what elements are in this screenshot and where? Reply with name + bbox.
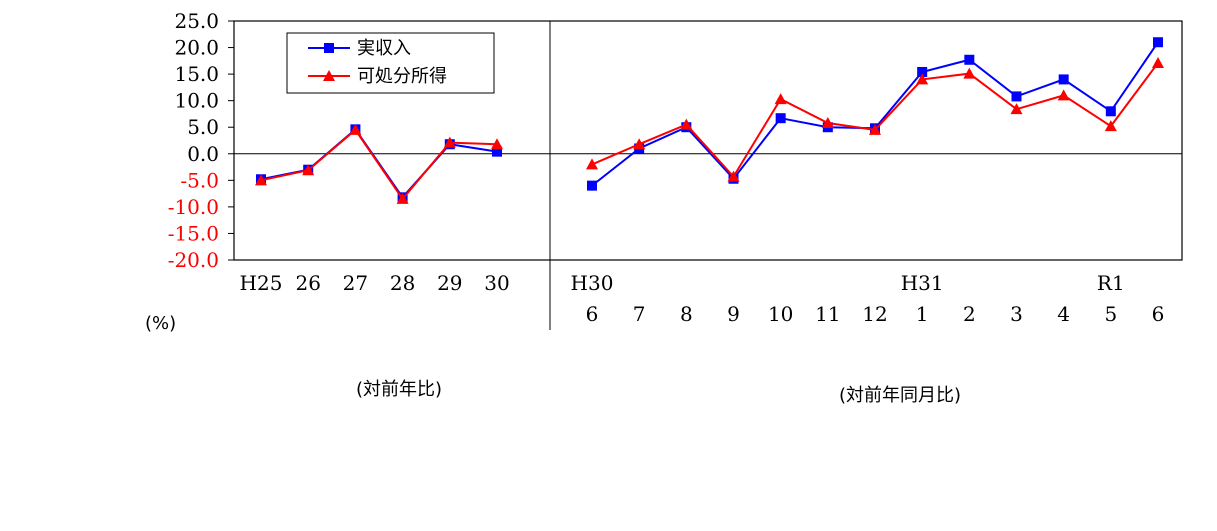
x-tick-label: 3: [1010, 302, 1023, 326]
data-point-disposable: [302, 164, 315, 176]
panel-caption: (対前年比): [356, 379, 442, 400]
data-point-disposable: [443, 136, 456, 148]
data-point-disposable: [1010, 103, 1023, 115]
series-line-income: [591, 41, 1159, 187]
x-group-label: H30: [571, 271, 614, 295]
data-point-income: [964, 54, 975, 65]
data-point-disposable: [774, 93, 787, 105]
series-line-disposable: [591, 62, 1159, 179]
x-tick-label: 12: [862, 302, 887, 326]
panel-caption: (対前年同月比): [839, 385, 961, 406]
data-point-disposable: [491, 138, 503, 150]
x-tick-label: 7: [633, 302, 646, 326]
legend-marker-triangle: [323, 70, 335, 81]
x-tick-label: 26: [295, 271, 320, 295]
y-unit-label: (%): [145, 313, 176, 334]
plot-area-frame: [233, 20, 1183, 261]
data-point-income: [917, 66, 928, 77]
y-tick-label: -5.0: [180, 168, 219, 192]
data-point-disposable: [727, 170, 740, 182]
y-tick-label: 25.0: [174, 9, 219, 33]
data-point-income: [492, 146, 502, 157]
x-tick-label: 30: [484, 271, 509, 295]
x-tick-label: H25: [240, 271, 283, 295]
data-point-disposable: [396, 192, 409, 204]
y-tick-label: -15.0: [168, 221, 219, 245]
data-point-disposable: [821, 116, 834, 128]
y-tick-label: -20.0: [168, 248, 219, 272]
x-tick-label: 28: [390, 271, 415, 295]
x-tick-label: 8: [680, 302, 693, 326]
y-tick-label: 20.0: [174, 36, 219, 60]
x-tick-label: 5: [1104, 302, 1117, 326]
data-point-disposable: [1057, 89, 1070, 101]
data-point-disposable: [916, 73, 929, 85]
series-line-disposable: [260, 128, 498, 201]
x-tick-label: 6: [586, 302, 599, 326]
y-tick-label: -10.0: [168, 195, 219, 219]
data-point-disposable: [963, 67, 976, 79]
data-point-income: [1011, 91, 1022, 102]
x-tick-label: 2: [963, 302, 976, 326]
data-point-income: [775, 113, 786, 124]
y-tick-label: 5.0: [187, 115, 219, 139]
x-tick-label: 1: [916, 302, 929, 326]
data-point-income: [1153, 37, 1163, 48]
data-point-disposable: [1152, 56, 1164, 68]
data-point-income: [1105, 106, 1116, 117]
y-tick-label: 0.0: [187, 142, 219, 166]
legend-marker-square: [324, 43, 334, 53]
data-point-disposable: [1104, 120, 1117, 132]
data-point-disposable: [349, 123, 362, 135]
x-group-label: R1: [1097, 271, 1125, 295]
x-tick-label: 9: [727, 302, 740, 326]
x-tick-label: 6: [1152, 302, 1165, 326]
x-tick-label: 27: [343, 271, 368, 295]
legend-label: 実収入: [357, 38, 411, 59]
data-point-disposable: [680, 118, 693, 130]
x-group-label: H31: [901, 271, 944, 295]
y-tick-label: 15.0: [174, 62, 219, 86]
data-point-income: [587, 180, 597, 191]
legend-box: [286, 32, 495, 94]
data-point-income: [1058, 74, 1069, 85]
x-tick-label: 4: [1057, 302, 1070, 326]
x-tick-label: 10: [768, 302, 793, 326]
legend-label: 可処分所得: [357, 66, 447, 87]
y-tick-label: 10.0: [174, 89, 219, 113]
data-point-disposable: [255, 174, 267, 186]
data-point-disposable: [869, 123, 881, 135]
x-tick-label: 11: [815, 302, 840, 326]
x-tick-label: 29: [437, 271, 462, 295]
data-point-disposable: [586, 158, 598, 170]
data-point-disposable: [633, 138, 646, 150]
